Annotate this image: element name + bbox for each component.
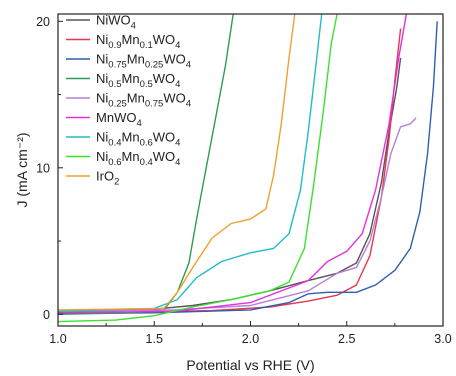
series-line-1 bbox=[58, 57, 402, 314]
x-axis: 1.0 1.5 2.0 2.5 3.0 bbox=[49, 321, 452, 346]
x-tick-label: 1.5 bbox=[146, 332, 163, 346]
series-line-7 bbox=[58, 14, 323, 313]
legend: NiWO4​Ni0.9​Mn0.1​WO4​Ni0.75​Mn0.25​WO4​… bbox=[66, 13, 191, 188]
legend-label: Ni0.6​Mn0.4​WO4​ bbox=[96, 149, 180, 168]
series-line-5 bbox=[58, 117, 417, 313]
legend-label: MnWO4​ bbox=[96, 110, 142, 129]
plot-lines bbox=[58, 14, 438, 323]
legend-label: Ni0.25​Mn0.75​WO4​ bbox=[96, 91, 191, 110]
legend-label: NiWO4​ bbox=[96, 13, 136, 32]
series-line-6 bbox=[58, 14, 408, 314]
y-axis-title: J (mA cm⁻²) bbox=[14, 132, 30, 207]
legend-label: Ni0.9​Mn0.1​WO4​ bbox=[96, 32, 180, 51]
x-tick-label: 1.0 bbox=[49, 332, 66, 346]
y-tick-label: 10 bbox=[36, 161, 50, 175]
series-line-8 bbox=[58, 14, 338, 323]
legend-label: Ni0.4​Mn0.6​WO4​ bbox=[96, 130, 180, 149]
x-tick-label: 3.0 bbox=[434, 332, 451, 346]
y-tick-label: 0 bbox=[43, 308, 50, 322]
series-line-9 bbox=[58, 14, 296, 311]
y-tick-label: 20 bbox=[36, 15, 50, 29]
y-axis: 0 10 20 bbox=[36, 15, 63, 322]
series-line-3 bbox=[58, 21, 438, 315]
legend-label: IrO2​ bbox=[96, 169, 119, 188]
legend-label: Ni0.5​Mn0.5​WO4​ bbox=[96, 71, 180, 90]
x-tick-label: 2.0 bbox=[242, 332, 259, 346]
x-axis-title: Potential vs RHE (V) bbox=[186, 357, 314, 373]
legend-label: Ni0.75​Mn0.25​WO4​ bbox=[96, 52, 191, 71]
x-tick-label: 2.5 bbox=[338, 332, 355, 346]
